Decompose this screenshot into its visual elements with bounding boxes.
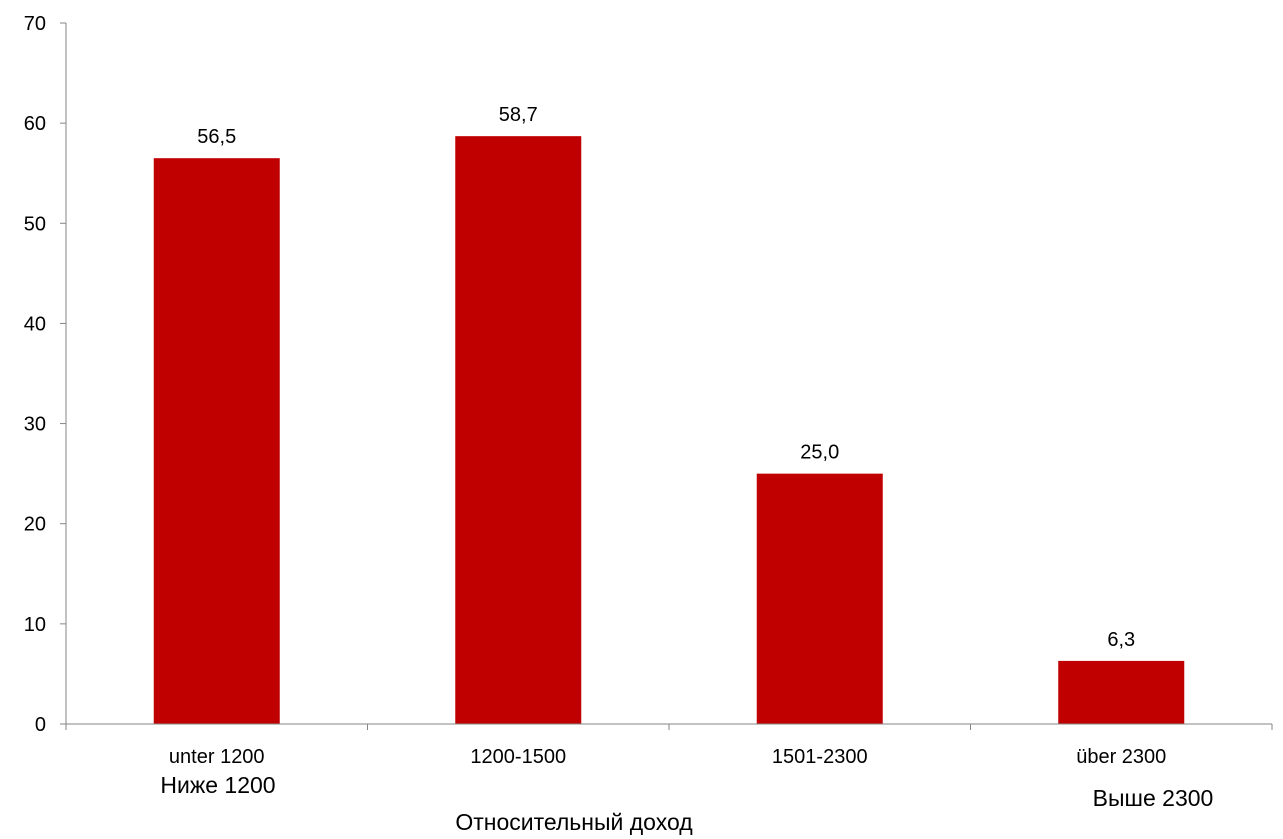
x-tick-label: unter 1200 bbox=[169, 746, 265, 768]
y-tick-label: 30 bbox=[24, 414, 46, 436]
y-tick-label: 20 bbox=[24, 514, 46, 536]
x-tick-sublabel: Выше 2300 bbox=[1093, 785, 1214, 811]
x-axis-ticks: unter 1200 1200-1500 1501-2300 über 2300 Ниж… bbox=[65, 724, 1273, 811]
y-tick-label: 50 bbox=[24, 213, 46, 235]
x-tick-label: über 2300 bbox=[1076, 746, 1166, 768]
bar bbox=[153, 158, 280, 724]
bar bbox=[455, 136, 582, 724]
y-tick-label: 0 bbox=[35, 714, 46, 736]
bar bbox=[1058, 660, 1185, 724]
data-label: 58,7 bbox=[499, 104, 538, 126]
x-tick-sublabel: Ниже 1200 bbox=[160, 772, 275, 798]
y-tick-label: 40 bbox=[24, 313, 46, 335]
data-label: 6,3 bbox=[1107, 629, 1135, 651]
y-tick-label: 70 bbox=[24, 13, 46, 35]
y-tick-label: 10 bbox=[24, 614, 46, 636]
data-labels-group: 56,5 58,7 25,0 6,3 bbox=[197, 104, 1135, 651]
y-tick-label: 60 bbox=[24, 113, 46, 135]
bar bbox=[756, 473, 883, 724]
data-label: 56,5 bbox=[197, 126, 236, 148]
y-axis-ticks: 0 10 20 30 40 50 60 70 bbox=[24, 13, 66, 736]
x-axis-title: Относительный доход bbox=[455, 809, 693, 835]
x-tick-label: 1501-2300 bbox=[772, 746, 868, 768]
x-tick-label: 1200-1500 bbox=[470, 746, 566, 768]
data-label: 25,0 bbox=[800, 442, 839, 464]
bars-group bbox=[153, 136, 1185, 724]
